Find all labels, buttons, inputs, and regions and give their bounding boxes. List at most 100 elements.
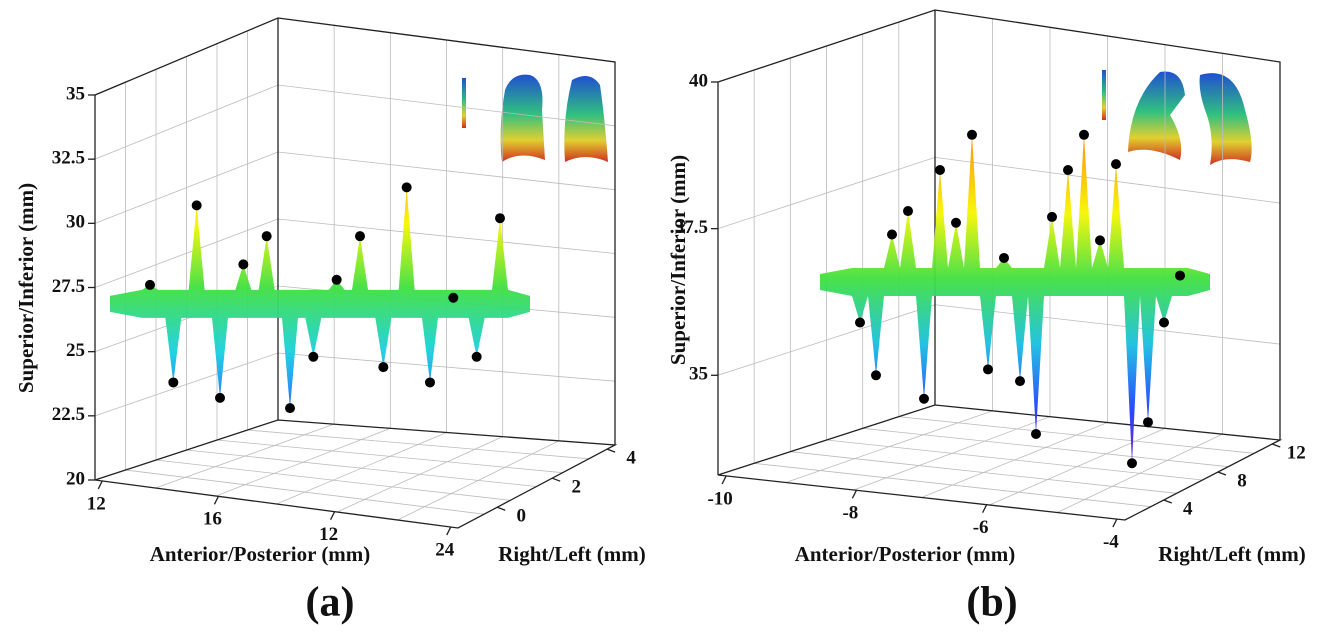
data-point [903, 206, 913, 217]
y-tick [606, 448, 616, 453]
colorbar [462, 78, 466, 128]
inset-b [1095, 58, 1260, 183]
z-axis-title: Superior/Inferior (mm) [666, 155, 690, 365]
data-point [191, 200, 202, 211]
y-axis-title: Right/Left (mm) [1158, 542, 1306, 566]
lung [564, 76, 608, 162]
data-point [1047, 211, 1057, 222]
data-point [919, 393, 929, 404]
floor-grid [186, 449, 537, 487]
x-tick [329, 511, 336, 520]
frame [94, 419, 618, 529]
x-tick-label: 24 [435, 539, 455, 560]
data-point [285, 403, 295, 414]
z-tick-label: 20 [66, 468, 85, 489]
x-tick [851, 490, 857, 499]
floor-grid [216, 439, 563, 474]
data-point [355, 231, 365, 242]
panel-label: (a) [306, 580, 355, 626]
x-axis-title: Anterior/Posterior (mm) [150, 542, 371, 566]
x-tick-label: 12 [87, 493, 106, 514]
z-tick-label: 22.5 [52, 404, 85, 425]
z-tick-label: 40 [689, 70, 708, 91]
x-tick-label: 12 [319, 524, 338, 545]
x-tick-label: -6 [973, 517, 989, 538]
colorbar [1102, 70, 1106, 120]
x-tick [213, 496, 220, 505]
lung [1128, 71, 1185, 160]
data-point [935, 164, 945, 175]
inset-a [455, 58, 615, 208]
x-axis-title: Anterior/Posterior (mm) [795, 542, 1016, 566]
floor-grid [826, 439, 1203, 481]
data-point [425, 377, 435, 388]
z-tick-label: 35 [66, 83, 85, 104]
x-tick-label: 16 [203, 509, 222, 530]
frame [717, 9, 1281, 440]
z-tick-label: 27.5 [52, 276, 85, 297]
x-tick [446, 526, 452, 536]
data-point [145, 279, 155, 290]
data-point [1159, 317, 1169, 328]
data-point [1127, 458, 1137, 469]
data-point [238, 259, 249, 270]
data-point [1095, 235, 1105, 246]
data-point [1175, 270, 1185, 281]
data-point [1079, 129, 1089, 140]
x-tick [97, 480, 103, 490]
x-tick [1112, 518, 1118, 528]
data-point [261, 231, 272, 242]
data-point [1015, 376, 1025, 387]
y-tick-label: 12 [1287, 442, 1306, 463]
data-point [855, 317, 865, 328]
x-tick-label: -8 [842, 503, 858, 524]
data-point [448, 292, 459, 303]
x-tick [721, 475, 727, 485]
y-tick-label: 0 [517, 506, 527, 527]
data-point [331, 274, 342, 285]
grid-line [717, 304, 1281, 376]
data-point [215, 392, 225, 403]
data-point [1111, 159, 1121, 170]
data-point [378, 362, 389, 373]
y-tick [551, 477, 561, 482]
data-point [495, 213, 505, 224]
z-tick-label: 32.5 [52, 148, 85, 169]
data-point [871, 370, 881, 381]
y-tick [1163, 499, 1172, 504]
z-tick-label: 35 [689, 364, 708, 385]
surface [820, 134, 1210, 464]
frame [717, 404, 1283, 521]
lung [500, 74, 545, 162]
data-point [471, 351, 482, 362]
x-tick-label: -10 [707, 488, 732, 509]
floor-grid [336, 436, 503, 513]
y-axis-title: Right/Left (mm) [498, 542, 646, 566]
floor-grid [898, 416, 1255, 454]
data-point [967, 129, 977, 140]
x-tick-label: -4 [1103, 531, 1119, 552]
z-axis-title: Superior/Inferior (mm) [14, 183, 38, 393]
surface [110, 187, 530, 409]
floor-grid [1056, 433, 1223, 513]
floor-grid [397, 440, 560, 521]
data-point [951, 217, 961, 228]
z-tick-label: 25 [66, 340, 85, 361]
data-point [168, 377, 179, 388]
y-tick [1217, 471, 1227, 476]
y-tick [1272, 443, 1281, 448]
floor-grid [862, 427, 1229, 468]
floor-grid [989, 427, 1166, 506]
data-point [1143, 417, 1153, 428]
data-point [308, 351, 319, 362]
z-tick-label: 37.5 [675, 217, 708, 238]
panel-label: (b) [966, 580, 1017, 626]
y-tick-label: 8 [1237, 470, 1247, 491]
data-point [983, 364, 993, 375]
data-point [401, 182, 412, 193]
x-tick [982, 504, 988, 513]
y-tick-label: 4 [1183, 498, 1193, 519]
lung [1199, 73, 1252, 165]
z-tick-label: 30 [66, 212, 85, 233]
data-point [999, 252, 1009, 263]
